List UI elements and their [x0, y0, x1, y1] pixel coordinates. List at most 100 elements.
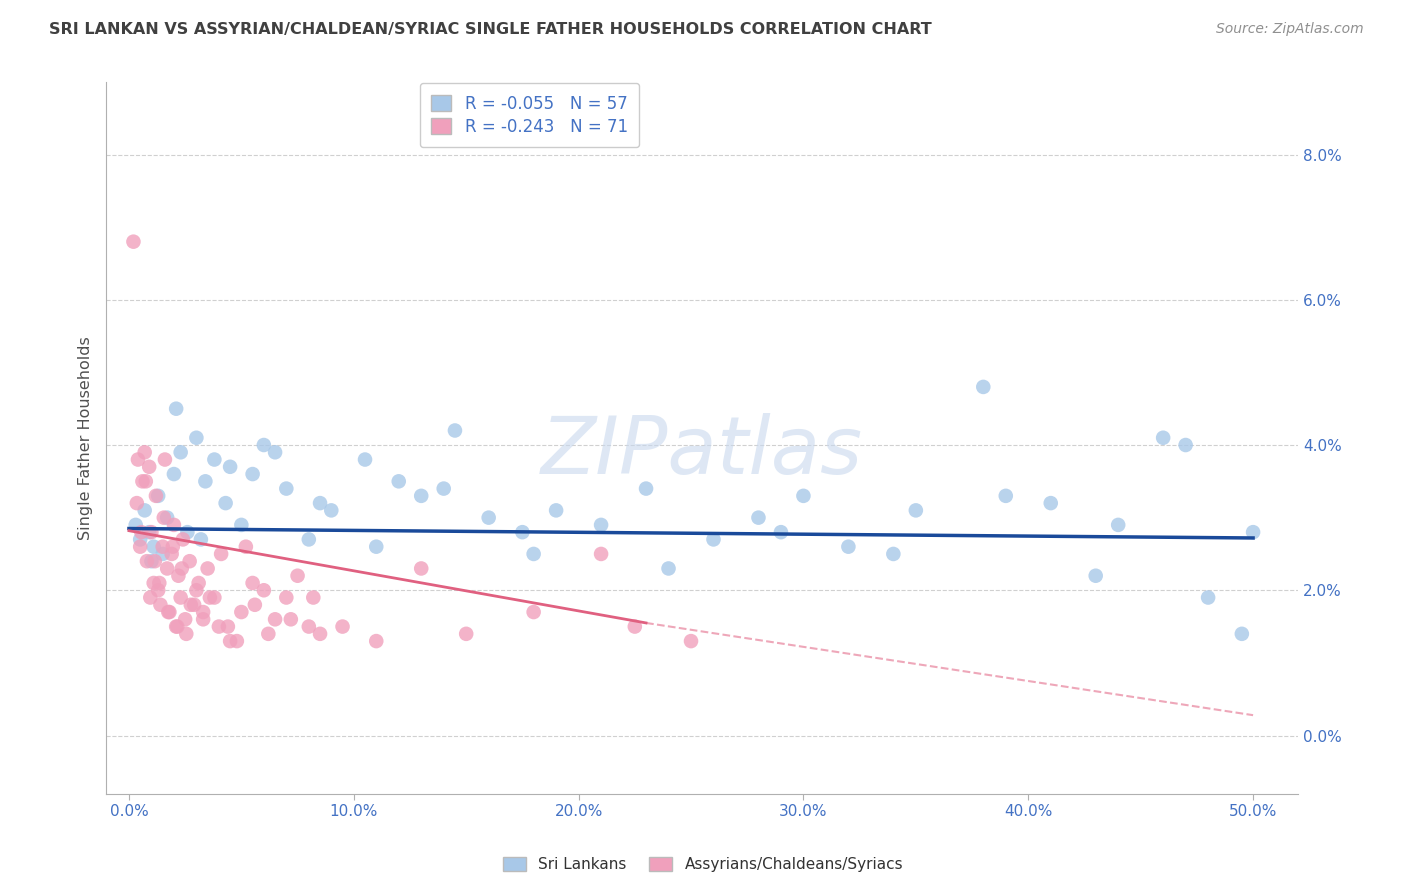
Point — [146, 583, 169, 598]
Point — [141, 554, 163, 568]
Point — [366, 634, 388, 648]
Point — [142, 540, 165, 554]
Point — [174, 627, 197, 641]
Point — [747, 510, 769, 524]
Point — [149, 598, 172, 612]
Point — [679, 634, 702, 648]
Point — [433, 482, 456, 496]
Point — [152, 540, 174, 554]
Point — [257, 627, 280, 641]
Point — [169, 445, 191, 459]
Point — [235, 540, 257, 554]
Point — [634, 482, 657, 496]
Point — [1174, 438, 1197, 452]
Point — [298, 533, 321, 547]
Point — [657, 561, 679, 575]
Point — [276, 482, 298, 496]
Y-axis label: Single Father Households: Single Father Households — [79, 336, 93, 540]
Point — [179, 554, 201, 568]
Point — [1241, 525, 1264, 540]
Point — [187, 576, 209, 591]
Point — [264, 445, 287, 459]
Point — [208, 619, 231, 633]
Point — [131, 475, 153, 489]
Point — [994, 489, 1017, 503]
Point — [148, 576, 170, 591]
Point — [523, 605, 546, 619]
Point — [180, 598, 202, 612]
Point — [546, 503, 568, 517]
Point — [198, 591, 221, 605]
Point — [1084, 568, 1107, 582]
Point — [191, 605, 214, 619]
Point — [165, 619, 187, 633]
Point — [197, 561, 219, 575]
Point — [165, 401, 187, 416]
Point — [162, 540, 184, 554]
Text: SRI LANKAN VS ASSYRIAN/CHALDEAN/SYRIAC SINGLE FATHER HOUSEHOLDS CORRELATION CHAR: SRI LANKAN VS ASSYRIAN/CHALDEAN/SYRIAC S… — [49, 22, 932, 37]
Text: Source: ZipAtlas.com: Source: ZipAtlas.com — [1216, 22, 1364, 37]
Point — [152, 510, 174, 524]
Point — [139, 591, 162, 605]
Point — [152, 547, 174, 561]
Point — [1107, 517, 1129, 532]
Point — [174, 612, 197, 626]
Point — [1039, 496, 1062, 510]
Point — [242, 467, 264, 481]
Point — [882, 547, 904, 561]
Point — [134, 503, 156, 517]
Point — [366, 540, 388, 554]
Point — [172, 533, 194, 547]
Point — [135, 475, 157, 489]
Point — [332, 619, 354, 633]
Point — [1230, 627, 1253, 641]
Point — [972, 380, 994, 394]
Point — [231, 605, 253, 619]
Point — [264, 612, 287, 626]
Point — [591, 517, 613, 532]
Point — [253, 583, 276, 598]
Point — [125, 496, 148, 510]
Point — [298, 619, 321, 633]
Point — [444, 424, 467, 438]
Point — [170, 561, 193, 575]
Point — [702, 533, 724, 547]
Point — [143, 554, 166, 568]
Point — [163, 517, 186, 532]
Point — [214, 496, 236, 510]
Point — [186, 431, 208, 445]
Point — [163, 467, 186, 481]
Point — [837, 540, 859, 554]
Point — [176, 525, 198, 540]
Point — [512, 525, 534, 540]
Point — [217, 619, 239, 633]
Point — [142, 576, 165, 591]
Legend: R = -0.055   N = 57, R = -0.243   N = 71: R = -0.055 N = 57, R = -0.243 N = 71 — [419, 83, 640, 147]
Point — [478, 510, 501, 524]
Point — [253, 438, 276, 452]
Point — [302, 591, 325, 605]
Point — [591, 547, 613, 561]
Point — [186, 583, 208, 598]
Point — [287, 568, 309, 582]
Point — [156, 561, 179, 575]
Point — [523, 547, 546, 561]
Point — [219, 634, 242, 648]
Point — [309, 496, 332, 510]
Point — [122, 235, 145, 249]
Point — [276, 591, 298, 605]
Point — [624, 619, 647, 633]
Point — [156, 510, 179, 524]
Point — [138, 525, 160, 540]
Point — [141, 525, 163, 540]
Text: ZIPatlas: ZIPatlas — [541, 413, 863, 491]
Point — [769, 525, 792, 540]
Point — [153, 452, 176, 467]
Point — [191, 612, 214, 626]
Point — [209, 547, 232, 561]
Point — [242, 576, 264, 591]
Point — [280, 612, 302, 626]
Point — [125, 517, 148, 532]
Point — [129, 533, 152, 547]
Point — [129, 540, 152, 554]
